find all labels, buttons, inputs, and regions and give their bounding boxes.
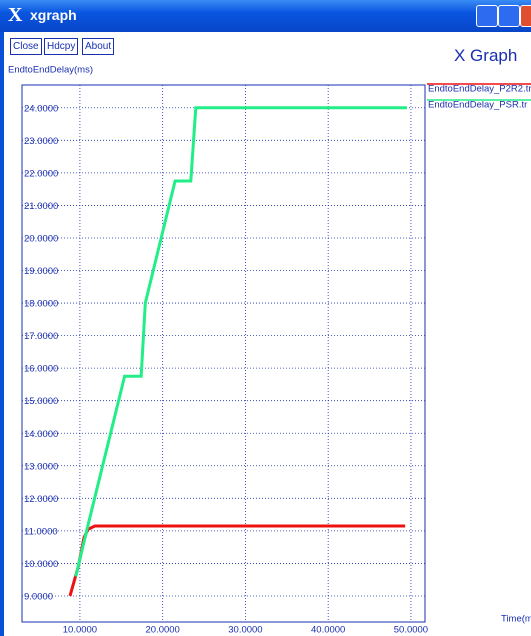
close-button[interactable]: Close xyxy=(10,38,42,55)
y-tick-label: 16.0000 xyxy=(24,364,58,375)
close-window-button[interactable] xyxy=(520,5,531,27)
app-icon: X xyxy=(8,4,23,26)
y-tick-label: 24.0000 xyxy=(24,103,58,114)
y-tick-label: 22.0000 xyxy=(24,168,58,179)
title-bar: X xgraph xyxy=(0,0,531,32)
x-tick-label: 50.0000 xyxy=(394,625,428,636)
y-tick-label: 18.0000 xyxy=(24,299,58,310)
series-line xyxy=(68,524,406,597)
y-tick-label: 11.0000 xyxy=(24,526,58,537)
about-button[interactable]: About xyxy=(82,38,115,55)
y-tick-label: 17.0000 xyxy=(24,331,58,342)
maximize-button[interactable] xyxy=(498,5,520,27)
hdcpy-button[interactable]: Hdcpy xyxy=(44,38,79,55)
y-tick-label: 20.0000 xyxy=(24,233,58,244)
legend-label: EndtoEndDelay_P2R2.tr xyxy=(428,84,531,95)
chart: EndtoEndDelay(ms) Time(ms) 9.0000 10.0000… xyxy=(8,65,531,636)
window-title: xgraph xyxy=(30,7,77,23)
y-tick-label: 21.0000 xyxy=(24,201,58,212)
client-area: Close Hdcpy About X Graph EndtoEndDelay(… xyxy=(4,32,531,636)
y-tick-label: 13.0000 xyxy=(24,461,58,472)
x-tick-label: 40.0000 xyxy=(311,625,345,636)
y-axis-label: EndtoEndDelay(ms) xyxy=(8,65,93,76)
brand: X Graph xyxy=(454,46,518,65)
minimize-button[interactable] xyxy=(476,5,498,27)
x-tick-label: 20.0000 xyxy=(146,625,180,636)
y-tick-label: 10.0000 xyxy=(24,559,58,570)
plot-frame xyxy=(21,84,426,623)
x-tick-label: 30.0000 xyxy=(228,625,262,636)
y-tick-label: 19.0000 xyxy=(24,266,58,277)
legend-label: EndtoEndDelay_PSR.tr xyxy=(428,100,527,111)
x-tick-label: 10.0000 xyxy=(63,625,97,636)
y-tick-label: 14.0000 xyxy=(24,429,58,440)
y-tick-label: 23.0000 xyxy=(24,136,58,147)
y-tick-label: 15.0000 xyxy=(24,396,58,407)
x-axis-label: Time(ms) xyxy=(501,614,531,625)
y-tick-label: 12.0000 xyxy=(24,494,58,505)
series-line xyxy=(74,106,407,577)
y-tick-label: 9.0000 xyxy=(24,591,53,602)
